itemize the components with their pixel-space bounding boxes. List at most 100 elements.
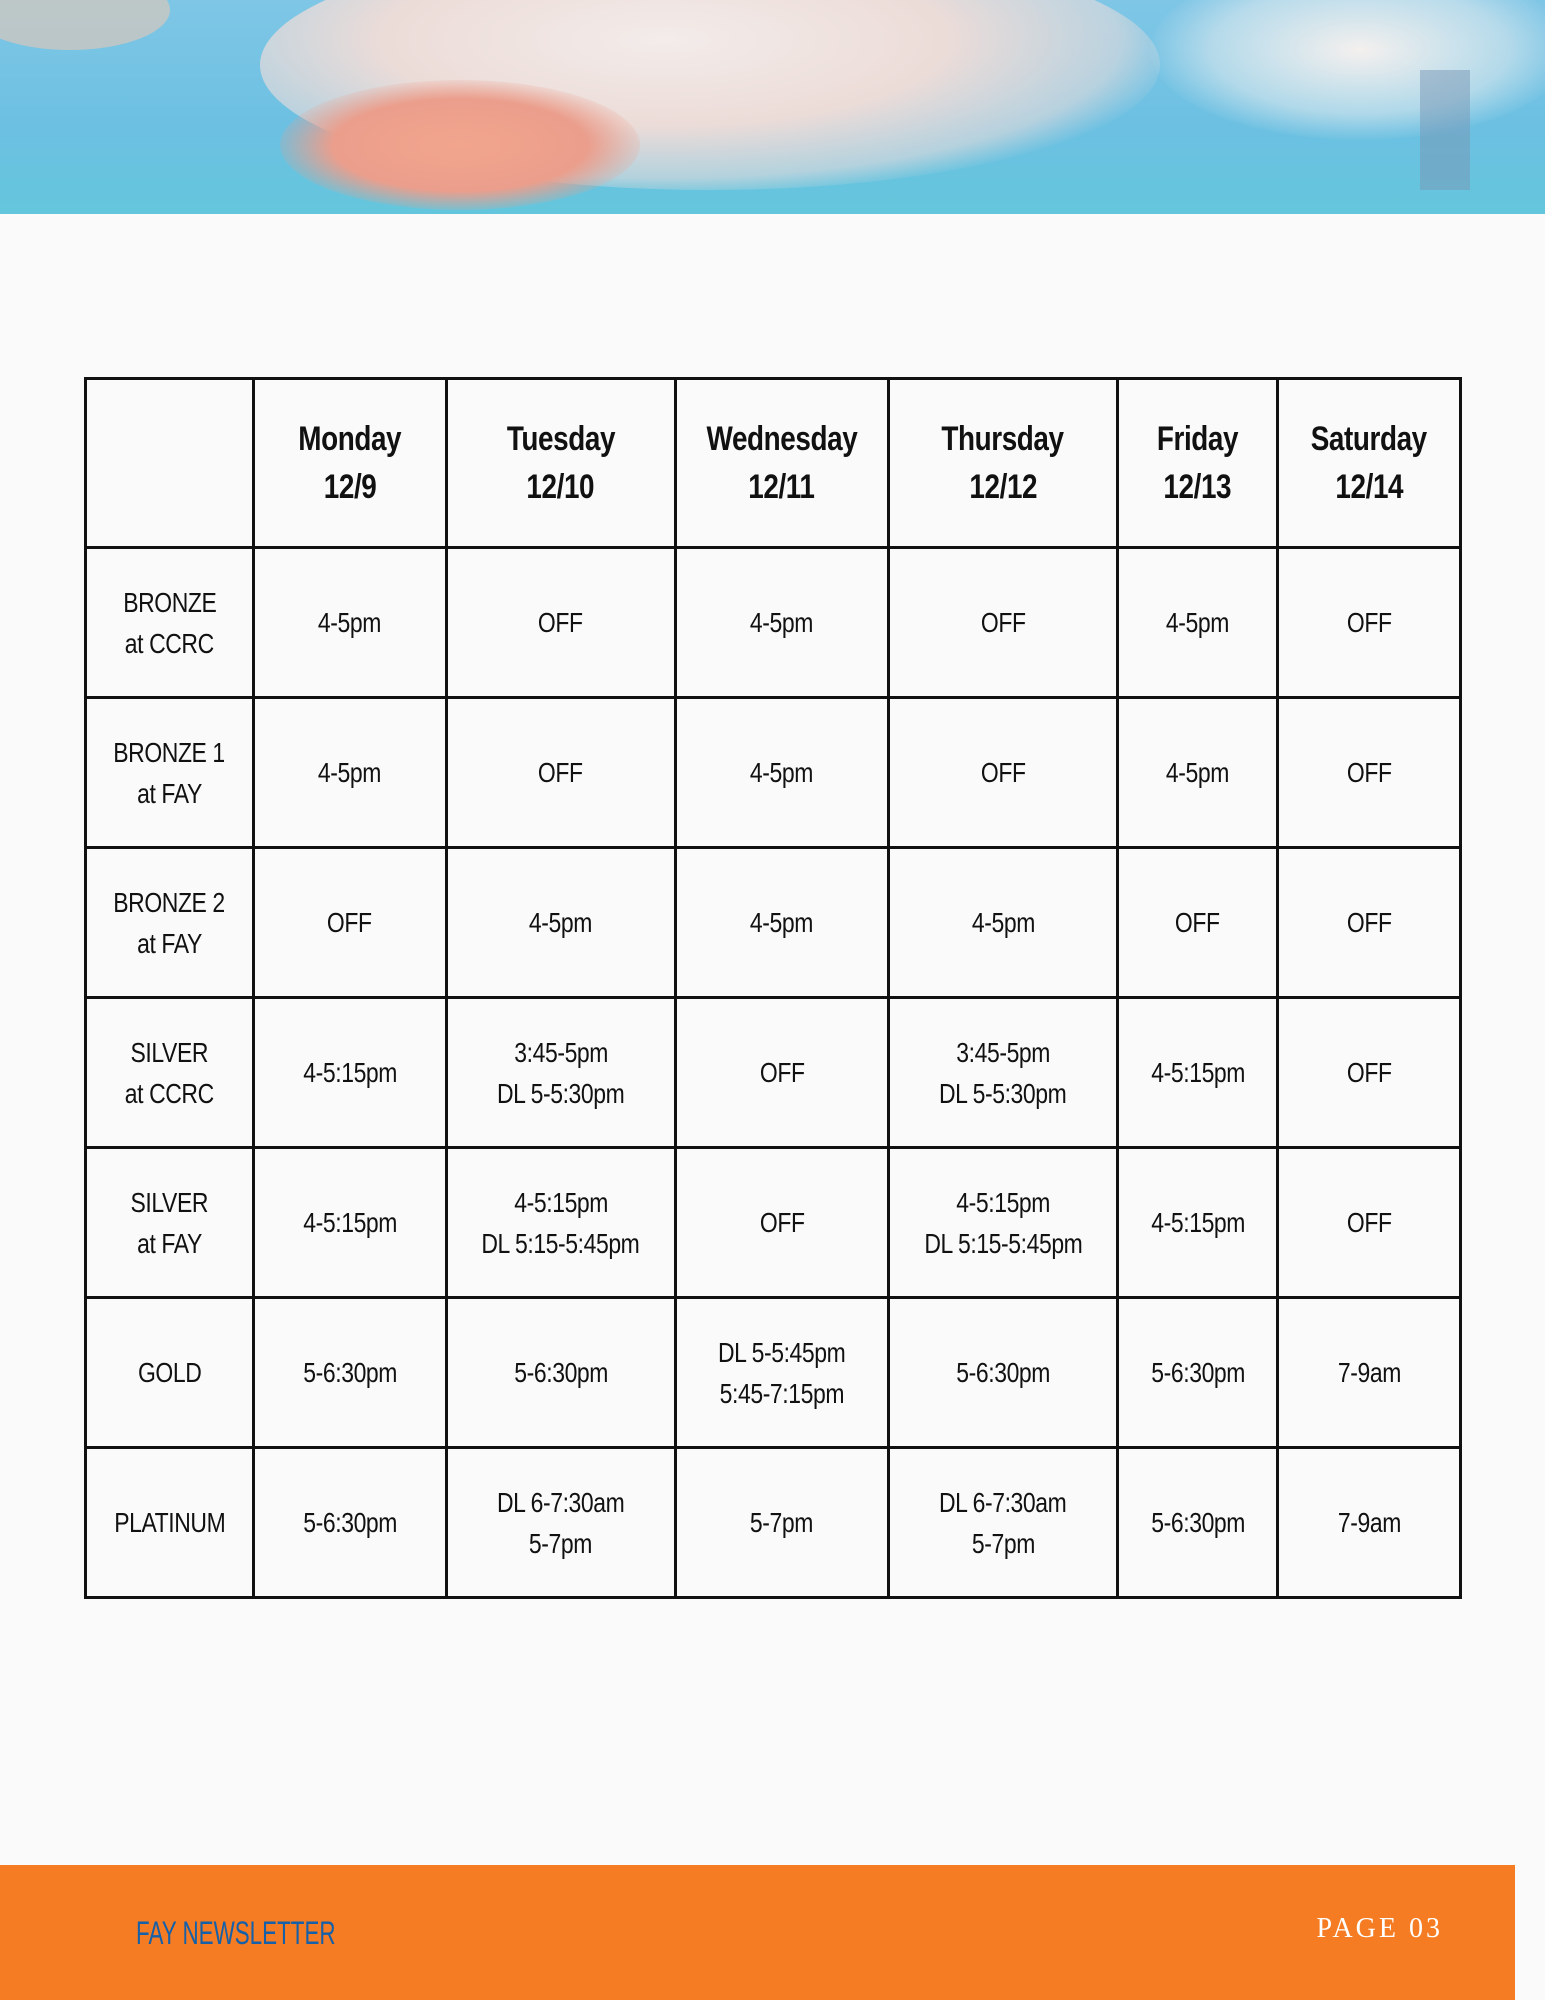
schedule-cell-line: 4-5pm <box>750 907 814 938</box>
practice-schedule-table: Monday 12/9 Tuesday 12/10 Wednesday 12/11 Thur… <box>84 377 1462 1599</box>
header-day: Thursday <box>941 420 1065 458</box>
group-label-line: BRONZE <box>122 586 217 618</box>
schedule-cell: 4-5pm <box>251 546 448 699</box>
schedule-cell-line: 4-5pm <box>529 907 593 938</box>
schedule-cell: 4-5pm <box>673 546 890 699</box>
footer-title-text: FAY NEWSLETTER <box>136 1915 336 1951</box>
schedule-cell-line: 5-6:30pm <box>513 1357 608 1388</box>
schedule-cell-line: 4-5pm <box>1166 607 1230 638</box>
schedule-cell-line: OFF <box>538 607 584 638</box>
table-row: SILVER at CCRC 4-5:15pm 3:45-5pm DL 5-5:30pm… <box>84 996 1462 1149</box>
schedule-cell-line: 4-5pm <box>971 907 1035 938</box>
schedule-cell: OFF <box>886 696 1120 849</box>
schedule-cell: 3:45-5pm DL 5-5:30pm <box>886 996 1120 1149</box>
group-label-line: at CCRC <box>124 1077 214 1109</box>
schedule-cell-line: OFF <box>1346 607 1392 638</box>
schedule-cell: 5-7pm <box>673 1446 890 1599</box>
schedule-cell-line: DL 5-5:30pm <box>939 1077 1067 1109</box>
schedule-cell-line: OFF <box>1175 907 1221 938</box>
table-row: BRONZE 2 at FAY OFF 4-5pm 4-5pm 4-5pm OFF OFF <box>84 846 1462 999</box>
schedule-cell: 7-9am <box>1276 1296 1462 1449</box>
schedule-cell-line: OFF <box>980 757 1026 788</box>
group-label-line: BRONZE 1 <box>113 736 226 768</box>
header-day: Friday 12/13 <box>1116 377 1280 549</box>
schedule-cell: OFF <box>1276 696 1462 849</box>
schedule-cell: 5-6:30pm <box>251 1296 448 1449</box>
header-date: 12/9 <box>323 468 376 506</box>
header-date: 12/10 <box>526 468 595 506</box>
schedule-cell-line: DL 5:15-5:45pm <box>923 1227 1082 1259</box>
page-number: PAGE 03 <box>1316 1913 1443 1944</box>
table-row: BRONZE at CCRC 4-5pm OFF 4-5pm OFF 4-5pm OFF <box>84 546 1462 699</box>
schedule-cell: OFF <box>1276 546 1462 699</box>
schedule-cell-line: 5-6:30pm <box>956 1357 1050 1388</box>
footer: FAY NEWSLETTER PAGE 03 <box>0 1865 1515 2000</box>
schedule-cell: 4-5:15pm <box>1116 1146 1280 1299</box>
schedule-cell-line: 5-6:30pm <box>1150 1357 1245 1388</box>
schedule-cell-line: 5-6:30pm <box>302 1357 397 1388</box>
schedule-cell-line: 7-9am <box>1337 1357 1401 1388</box>
schedule-cell: 5-6:30pm <box>1116 1446 1280 1599</box>
schedule-cell: 4-5:15pm DL 5:15-5:45pm <box>886 1146 1120 1299</box>
schedule-cell-line: 5-6:30pm <box>302 1507 397 1538</box>
schedule-cell-line: 5-7pm <box>971 1527 1035 1559</box>
schedule-cell: 4-5pm <box>1116 546 1280 699</box>
schedule-cell-line: DL 5-5:45pm <box>718 1336 846 1368</box>
schedule-cell-line: DL 5-5:30pm <box>496 1077 625 1109</box>
group-label: BRONZE at CCRC <box>84 546 255 699</box>
schedule-cell: OFF <box>1276 1146 1462 1299</box>
schedule-cell-line: OFF <box>1346 1207 1392 1238</box>
header-day: Tuesday <box>506 420 616 458</box>
table-row: GOLD 5-6:30pm 5-6:30pm DL 5-5:45pm 5:45-7:15… <box>84 1296 1462 1449</box>
schedule-cell: 5-6:30pm <box>444 1296 677 1449</box>
header-day: Tuesday 12/10 <box>444 377 677 549</box>
table-row: BRONZE 1 at FAY 4-5pm OFF 4-5pm OFF 4-5pm OFF <box>84 696 1462 849</box>
schedule-cell-line: OFF <box>327 907 373 938</box>
group-label: BRONZE 1 at FAY <box>84 696 255 849</box>
header-corner <box>84 377 255 549</box>
schedule-cell: 4-5pm <box>673 846 890 999</box>
schedule-cell: 4-5:15pm <box>251 996 448 1149</box>
group-label: SILVER at FAY <box>84 1146 255 1299</box>
schedule-cell: 4-5:15pm <box>1116 996 1280 1149</box>
schedule-cell-line: 4-5:15pm <box>1150 1057 1245 1088</box>
schedule-cell-line: OFF <box>980 607 1026 638</box>
header-day: Friday <box>1157 420 1239 458</box>
group-label-line: SILVER <box>130 1186 209 1218</box>
footer-title: FAY NEWSLETTER <box>136 1915 421 1952</box>
group-label-line: at CCRC <box>124 627 214 659</box>
schedule-cell: 7-9am <box>1276 1446 1462 1599</box>
header-photo-swimmer <box>0 0 1545 214</box>
schedule-cell: OFF <box>673 996 890 1149</box>
schedule-cell: DL 6-7:30am 5-7pm <box>444 1446 677 1599</box>
schedule-cell: 5-6:30pm <box>886 1296 1120 1449</box>
schedule-cell-line: 4-5:15pm <box>302 1057 397 1088</box>
schedule-cell-line: 4-5pm <box>750 607 814 638</box>
schedule-cell-line: OFF <box>538 757 584 788</box>
schedule-cell: 4-5pm <box>251 696 448 849</box>
header-day: Thursday 12/12 <box>886 377 1120 549</box>
schedule-cell-line: 3:45-5pm <box>956 1036 1050 1068</box>
header-day: Monday 12/9 <box>251 377 448 549</box>
schedule-cell-line: 4-5pm <box>1166 757 1230 788</box>
group-label: SILVER at CCRC <box>84 996 255 1149</box>
schedule-cell-line: 4-5pm <box>318 607 382 638</box>
group-label-line: PLATINUM <box>113 1507 226 1538</box>
schedule-cell-line: 3:45-5pm <box>513 1036 608 1068</box>
table-header-row: Monday 12/9 Tuesday 12/10 Wednesday 12/11 Thur… <box>84 377 1462 549</box>
schedule-cell-line: 5-7pm <box>529 1527 593 1559</box>
group-label-line: BRONZE 2 <box>113 886 226 918</box>
group-label-line: at FAY <box>136 927 202 959</box>
table-row: SILVER at FAY 4-5:15pm 4-5:15pm DL 5:15-5:45… <box>84 1146 1462 1299</box>
table-row: PLATINUM 5-6:30pm DL 6-7:30am 5-7pm 5-7pm DL … <box>84 1446 1462 1599</box>
schedule-cell: OFF <box>444 546 677 699</box>
schedule-cell: 5-6:30pm <box>1116 1296 1280 1449</box>
schedule-cell: DL 6-7:30am 5-7pm <box>886 1446 1120 1599</box>
schedule-cell-line: 5-6:30pm <box>1150 1507 1245 1538</box>
schedule-cell: 4-5pm <box>444 846 677 999</box>
schedule-cell: DL 5-5:45pm 5:45-7:15pm <box>673 1296 890 1449</box>
schedule-cell-line: 4-5:15pm <box>1150 1207 1245 1238</box>
schedule-cell-line: DL 5:15-5:45pm <box>481 1227 640 1259</box>
schedule-cell-line: OFF <box>759 1207 805 1238</box>
schedule-cell: 5-6:30pm <box>251 1446 448 1599</box>
